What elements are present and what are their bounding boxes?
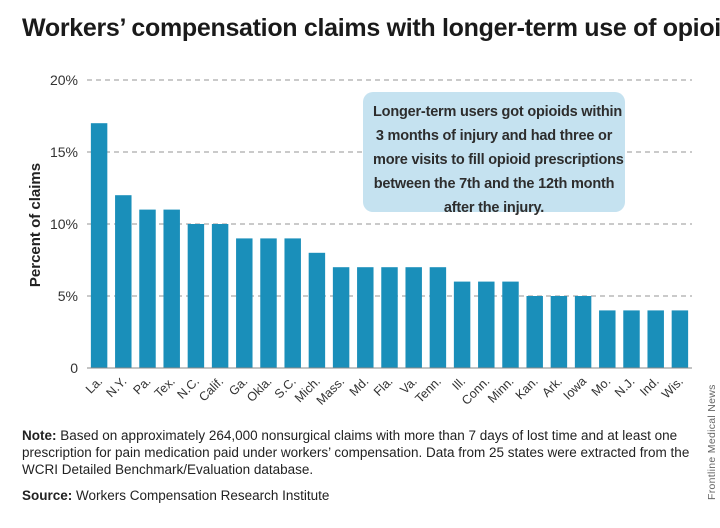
bar	[574, 296, 592, 368]
bar	[429, 267, 447, 368]
y-tick-label: 15%	[50, 144, 78, 160]
annotation-callout: Longer-term users got opioids within 3 mo…	[363, 92, 625, 216]
annotation-line: Longer-term users got opioids within	[373, 104, 622, 120]
bars	[90, 123, 689, 368]
annotation-line: after the injury.	[443, 200, 545, 216]
bar	[623, 310, 640, 368]
annotation-line: between the 7th and the 12th month	[373, 176, 615, 192]
bar	[187, 224, 205, 368]
y-axis: 0 5% 10% 15% 20%	[50, 72, 78, 376]
x-tick-label: Tex.	[152, 374, 178, 400]
x-tick-label: Kan.	[513, 374, 541, 402]
bar	[90, 123, 108, 368]
bar	[236, 238, 253, 368]
x-tick-label: N.C.	[174, 374, 202, 402]
x-tick-label: Wis.	[659, 374, 686, 401]
chart-title: Workers’ compensation claims with longer…	[22, 14, 720, 42]
bar	[163, 209, 180, 368]
x-tick-label: Conn.	[459, 374, 492, 407]
x-tick-label: Tenn.	[412, 374, 444, 406]
y-tick-label: 10%	[50, 216, 78, 232]
annotation-line: 3 months of injury and had three or	[375, 128, 613, 144]
bar	[211, 224, 229, 368]
bar	[332, 267, 350, 368]
footnote: Note: Based on approximately 264,000 non…	[22, 427, 692, 478]
x-tick-label: Calif.	[196, 374, 226, 404]
bar	[381, 267, 398, 368]
publisher-credit: Frontline Medical News	[706, 384, 718, 500]
x-tick-label: Mo.	[589, 374, 614, 399]
bar	[308, 252, 326, 368]
x-tick-label: La.	[83, 374, 105, 396]
bar	[453, 281, 471, 368]
x-tick-label: N.Y.	[103, 374, 129, 400]
x-tick-label: Fla.	[371, 374, 396, 399]
x-tick-label: Md.	[347, 374, 372, 399]
y-tick-label: 0	[70, 360, 78, 376]
x-tick-label: N.J.	[612, 374, 638, 400]
bar	[599, 310, 616, 368]
y-axis-label: Percent of claims	[27, 163, 44, 287]
bar	[647, 310, 664, 368]
note-text: Based on approximately 264,000 nonsurgic…	[22, 428, 690, 477]
x-tick-label: Okla.	[244, 374, 275, 405]
bar	[550, 296, 568, 368]
bar-chart: 0 5% 10% 15% 20% La.N.Y. Pa.Tex.N.C.Calif. Ga.…	[27, 72, 692, 408]
bar	[260, 238, 277, 368]
source-text: Workers Compensation Research Institute	[72, 488, 330, 503]
source-line: Source: Workers Compensation Research In…	[22, 488, 329, 503]
x-tick-label: Ind.	[637, 374, 662, 399]
x-axis: La.N.Y. Pa.Tex.N.C.Calif. Ga.Okla.S.C.Mich…	[83, 367, 692, 408]
bar	[478, 281, 495, 368]
x-tick-label: Iowa	[561, 374, 590, 403]
bar	[115, 195, 132, 368]
x-tick-label: Ark.	[539, 374, 565, 400]
y-tick-label: 20%	[50, 72, 78, 88]
x-tick-label: Minn.	[485, 374, 517, 406]
annotation-line: more visits to fill opioid prescriptions	[373, 152, 624, 168]
bar	[357, 267, 374, 368]
bar	[405, 267, 422, 368]
bar	[671, 310, 689, 368]
x-tick-label: Mass.	[314, 374, 347, 407]
bar	[284, 238, 301, 368]
y-tick-label: 5%	[58, 288, 78, 304]
source-label: Source:	[22, 488, 73, 503]
bar	[526, 296, 543, 368]
note-label: Note:	[22, 428, 57, 443]
bar	[502, 281, 519, 368]
x-tick-label: Pa.	[130, 374, 153, 397]
bar	[139, 209, 156, 368]
